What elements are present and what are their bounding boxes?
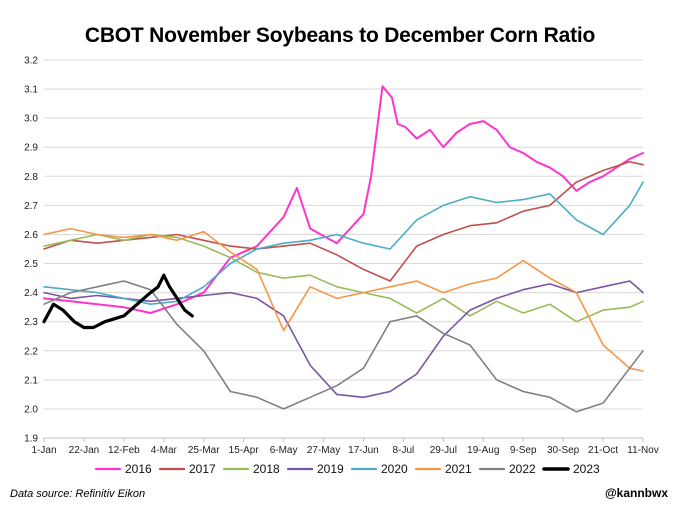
series-line-2022 (43, 280, 644, 413)
y-tick-label: 2.1 (24, 375, 38, 386)
x-tick-label: 27-May (307, 445, 340, 456)
chart-title: CBOT November Soybeans to December Corn … (84, 24, 596, 47)
y-tick-label: 3.1 (24, 85, 38, 96)
series-line-2017 (43, 161, 644, 282)
gridlines (44, 59, 643, 439)
y-tick-label: 2.5 (24, 259, 38, 270)
series-line-2021 (43, 227, 644, 372)
y-axis-ticks: 1.9 2.0 2.1 2.2 2.3 2.4 2.5 2.6 2.7 2.8 2.9 3.0 3.1 3… (24, 56, 38, 445)
y-tick-label: 3.2 (24, 56, 38, 67)
x-tick-label: 25-Mar (188, 445, 220, 456)
x-tick-label: 29-Jul (430, 445, 457, 456)
x-tick-label: 4-Mar (151, 445, 178, 456)
legend-label-2018: 2018 (253, 462, 280, 476)
legend-label-2022: 2022 (509, 462, 536, 476)
legend-label-2020: 2020 (381, 462, 408, 476)
y-tick-label: 2.2 (24, 346, 38, 357)
x-tick-label: 12-Feb (108, 445, 140, 456)
y-tick-label: 2.3 (24, 317, 38, 328)
y-tick-label: 3.0 (24, 114, 38, 125)
data-source-note: Data source: Refinitiv Eikon (10, 488, 146, 500)
y-tick-label: 2.8 (24, 172, 38, 183)
y-tick-label: 2.9 (24, 143, 38, 154)
series-line-2016 (43, 85, 644, 314)
x-tick-label: 8-Jul (393, 445, 415, 456)
x-axis-ticks: 1-Jan 22-Jan 12-Feb 4-Mar 25-Mar 15-Apr 6-May 2… (31, 438, 659, 456)
legend: 2016 2017 2018 2019 2020 2021 2022 2023 (94, 462, 600, 476)
x-tick-label: 30-Sep (547, 445, 580, 456)
x-tick-label: 6-May (270, 445, 298, 456)
x-tick-label: 15-Apr (229, 445, 260, 456)
legend-label-2016: 2016 (125, 462, 152, 476)
x-tick-label: 17-Jun (348, 445, 379, 456)
legend-label-2021: 2021 (445, 462, 472, 476)
series-line-2020 (43, 181, 644, 306)
x-tick-label: 9-Sep (510, 445, 537, 456)
legend-label-2017: 2017 (189, 462, 216, 476)
x-tick-label: 1-Jan (31, 445, 56, 456)
series-line-2019 (43, 280, 644, 399)
y-tick-label: 1.9 (24, 434, 38, 445)
y-tick-label: 2.4 (24, 288, 38, 299)
x-tick-label: 11-Nov (627, 445, 659, 456)
legend-label-2023: 2023 (573, 462, 600, 476)
series-lines (42, 85, 644, 413)
legend-label-2019: 2019 (317, 462, 344, 476)
series-line-2023 (42, 273, 194, 330)
x-tick-label: 21-Oct (588, 445, 618, 456)
y-tick-label: 2.6 (24, 230, 38, 241)
x-tick-label: 22-Jan (69, 445, 100, 456)
y-tick-label: 2.7 (24, 201, 38, 212)
author-handle: @kannbwx (604, 486, 668, 500)
y-tick-label: 2.0 (24, 404, 38, 415)
x-tick-label: 19-Aug (467, 445, 499, 456)
